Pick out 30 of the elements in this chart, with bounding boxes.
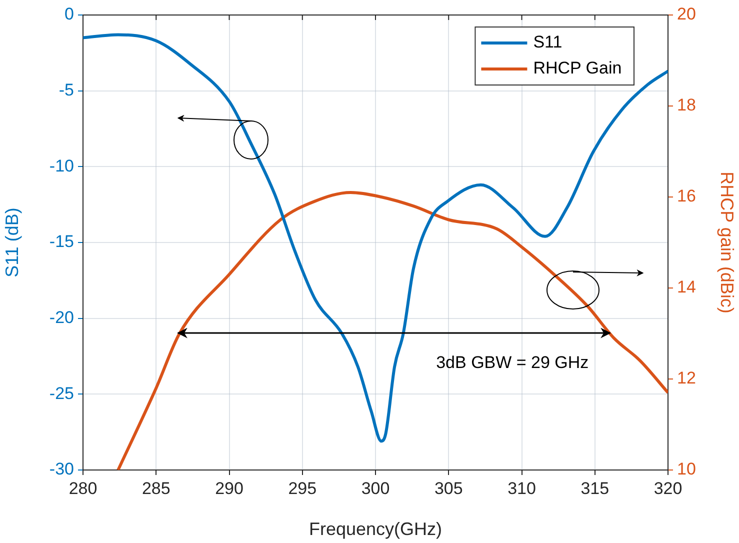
y2-tick-label: 10	[677, 460, 696, 479]
x-tick-label: 295	[288, 478, 317, 498]
y-tick-label: -5	[58, 80, 74, 100]
x-tick-label: 300	[361, 478, 390, 498]
y2-tick-label: 16	[677, 186, 696, 206]
x-tick-label: 305	[434, 478, 463, 498]
line-series	[116, 190, 668, 470]
legend-label: RHCP Gain	[533, 58, 622, 78]
x-tick-label: 320	[654, 478, 682, 498]
y2-tick-label: 20	[677, 4, 696, 24]
y-tick-label: -25	[49, 384, 74, 403]
x-axis-title: Frequency(GHz)	[308, 519, 442, 540]
y2-tick-label: 18	[677, 96, 696, 115]
line-series	[83, 33, 668, 443]
x-tick-label: 290	[215, 478, 244, 498]
y-tick-label: -20	[49, 308, 74, 328]
x-tick-label: 310	[508, 478, 536, 498]
y2-tick-label: 12	[677, 368, 696, 388]
y2-tick-label: 14	[677, 278, 696, 297]
y-tick-label: -15	[49, 232, 74, 252]
annotation: 3dB GBW = 29 GHz	[436, 352, 589, 372]
y-axis-title: S11 (dB)	[2, 208, 22, 278]
y-tick-label: 0	[64, 4, 74, 24]
y-tick-label: -10	[49, 156, 74, 176]
y-tick-label: -30	[49, 460, 74, 479]
y2-axis-title: RHCP gain (dBic)	[717, 172, 738, 314]
x-tick-label: 285	[142, 478, 170, 498]
x-tick-label: 280	[68, 478, 98, 498]
x-tick-label: 315	[580, 478, 610, 498]
legend-label: S11	[533, 32, 562, 52]
